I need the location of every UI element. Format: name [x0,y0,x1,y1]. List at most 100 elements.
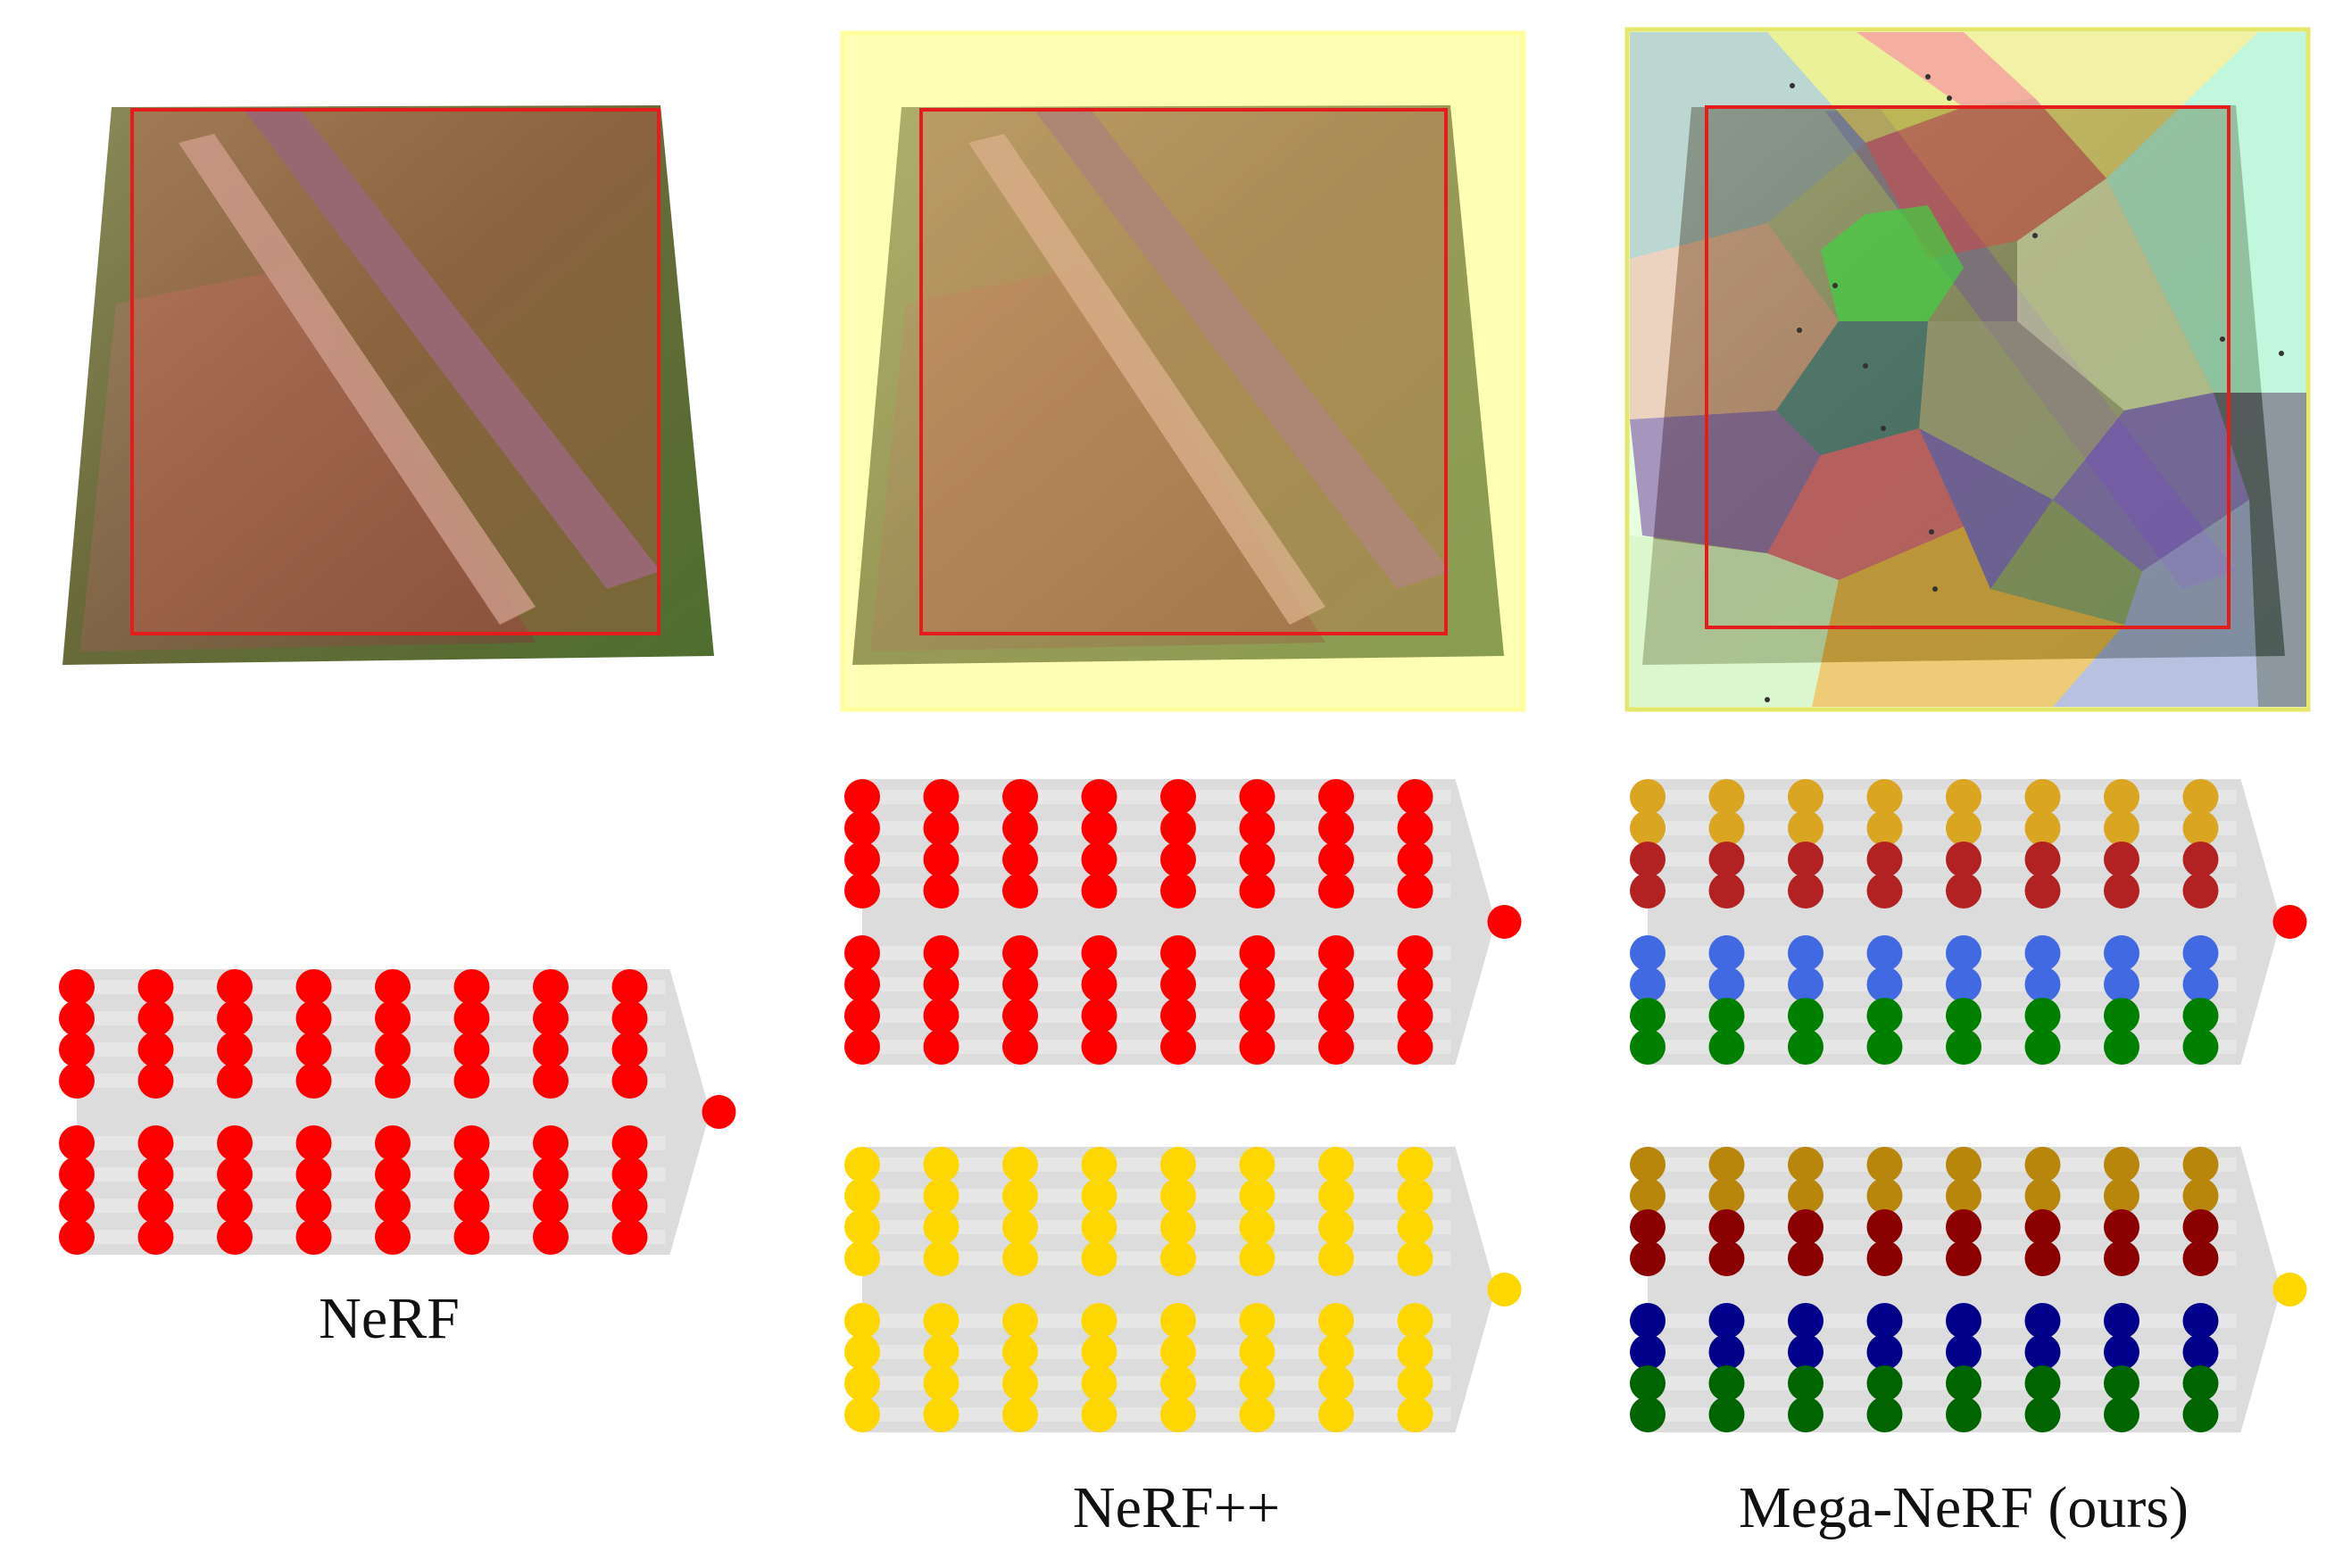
mlp-node [453,1063,490,1099]
mlp-node [1630,873,1666,908]
mlp-node [1239,1209,1275,1245]
mlp-node [533,1219,569,1255]
voronoi-centroid [1863,363,1868,369]
mlp-node [1081,1029,1117,1065]
mlp-node [1946,1303,1981,1339]
mlp-node [2024,1365,2061,1401]
voronoi-cell [2053,500,2258,707]
mlp-node [1866,1303,1903,1339]
mlp-node [2104,967,2139,1002]
mlp-node [1708,1209,1745,1245]
mlp-node [1866,1240,1903,1276]
foreground-region-box [919,108,1448,635]
mlp-node [217,1032,253,1067]
mlp-node [923,842,960,877]
mlp-node [1081,1397,1117,1432]
mlp-node [1866,998,1903,1033]
mlp-node [2024,1029,2061,1065]
mlp-node [59,1219,95,1255]
voronoi-centroid [1797,328,1802,333]
mlp-node [1708,1240,1745,1276]
mlp-node [2182,873,2219,908]
mlp-node [1318,1334,1354,1370]
mlp-node [1081,1240,1117,1276]
mlp-node [1397,1240,1433,1276]
mlp-node [844,1029,880,1065]
mlp-node [1866,1178,1903,1214]
mlp-node [453,1125,490,1161]
mlp-node [2024,779,2061,815]
mlp-node [137,1219,174,1255]
mlp-node [59,1188,95,1224]
nerf-aerial-scene [62,105,714,665]
mlp-node [453,1188,490,1224]
mlp-node [2182,810,2219,846]
mlp-node [1318,873,1354,908]
mlp-node [533,1157,569,1192]
voronoi-centroid [1925,74,1931,79]
mlp-node [1002,1397,1038,1432]
mlp-node [1318,1397,1354,1432]
mlp-node [1318,1209,1354,1245]
mlp-node [137,1125,174,1161]
mlp-node [1946,810,1981,846]
mlp-node [1866,810,1903,846]
mlp-node [1630,1397,1666,1432]
mlp-node [1160,1365,1196,1401]
mlp-node [1397,1147,1433,1182]
road-strip [179,134,536,625]
mlp-node [533,1063,569,1099]
mlp-node [295,1188,332,1224]
mlp-node [1081,1303,1117,1339]
mlp-node [137,1063,174,1099]
mlp-node [923,1029,960,1065]
mlp-node [1239,779,1275,815]
mlp-node [1160,967,1196,1002]
mlp-node [1788,873,1823,908]
mlp-node [844,1240,880,1276]
foreground-region-box [1705,105,2231,629]
mlp-node [1081,779,1117,815]
mlp-node [1318,842,1354,877]
mlp-node [2104,935,2139,971]
mlp-node [1081,967,1117,1002]
mlp-node [1708,1178,1745,1214]
mlp-node [375,1188,411,1224]
mlp-node [1239,1147,1275,1182]
mlp-node [453,1032,490,1067]
mlp-node [1946,967,1981,1002]
mlp-node [611,1063,648,1099]
mlp-node [137,1032,174,1067]
mlp-node [1946,1334,1981,1370]
mlp-node [1708,810,1745,846]
mlp-node [1630,1029,1666,1065]
mlp-node [1946,842,1981,877]
output-node [2272,1273,2307,1307]
mlp-node [2024,873,2061,908]
mlp-node [1318,967,1354,1002]
voronoi-cell [1767,32,1964,143]
mlp-node [1630,1240,1666,1276]
mlp-node [923,1334,960,1370]
mlp-node [217,969,253,1005]
mlp-node [1788,1209,1823,1245]
mlp-node [2104,1334,2139,1370]
voronoi-cell [1630,223,1839,419]
region-tint [132,110,659,634]
mlp-node [2104,1029,2139,1065]
mlp-node [2182,1029,2219,1065]
mlp-node [1788,1029,1823,1065]
voronoi-centroid [1881,426,1886,431]
mlp-node [611,1125,648,1161]
mlp-node [533,1032,569,1067]
mlp-node [1946,935,1981,971]
mlp-node [1708,1334,1745,1370]
mlp-node [295,1157,332,1192]
left-field [870,268,1325,651]
mlp-node [2104,1147,2139,1182]
mlp-node [1239,873,1275,908]
mlp-node [1946,1029,1981,1065]
mlp-node [137,1188,174,1224]
voronoi-cell [1630,32,1865,259]
caption-meganerf: Mega-NeRF (ours) [1738,1475,2189,1540]
